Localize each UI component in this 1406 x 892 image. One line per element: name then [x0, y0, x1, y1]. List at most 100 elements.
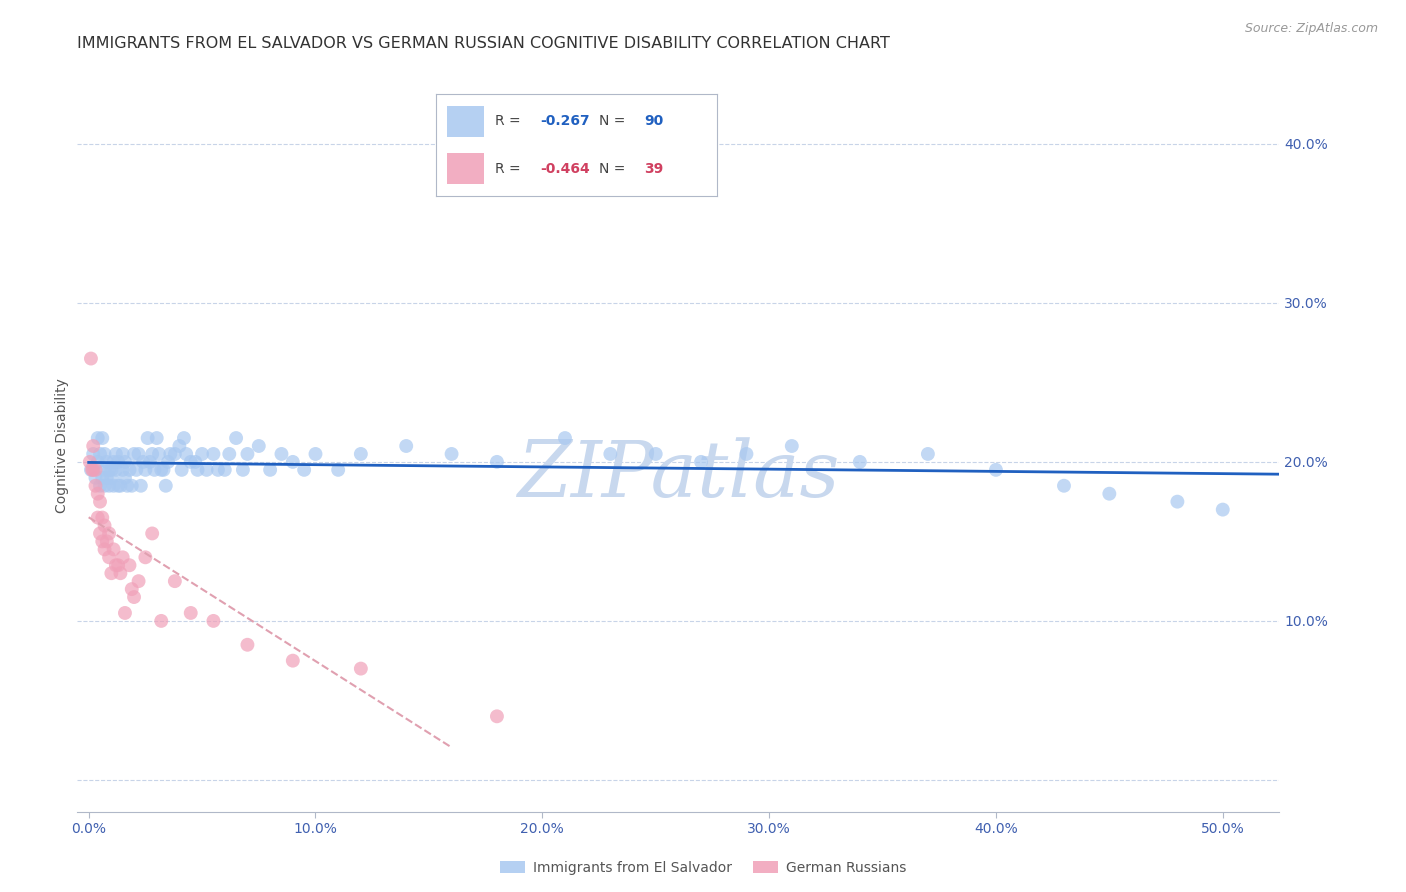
- Bar: [447, 153, 484, 184]
- Point: [98, 463, 121, 477]
- Point: [103, 479, 125, 493]
- Point: [169, 439, 191, 453]
- Point: [218, 447, 240, 461]
- Point: [80, 351, 103, 366]
- Point: [163, 574, 186, 589]
- Point: [118, 558, 141, 573]
- Point: [114, 455, 136, 469]
- Point: [1166, 494, 1188, 508]
- Point: [82, 439, 104, 453]
- Point: [107, 479, 129, 493]
- Point: [150, 463, 173, 477]
- Point: [259, 463, 281, 477]
- Point: [96, 455, 118, 469]
- Point: [115, 479, 138, 493]
- Point: [440, 447, 463, 461]
- Text: R =: R =: [495, 114, 524, 128]
- Point: [186, 463, 209, 477]
- Point: [98, 526, 121, 541]
- Point: [395, 439, 418, 453]
- Point: [118, 463, 141, 477]
- Bar: [447, 106, 484, 136]
- Point: [644, 447, 666, 461]
- Point: [132, 455, 155, 469]
- Point: [91, 534, 114, 549]
- Point: [247, 439, 270, 453]
- Text: 39: 39: [644, 161, 664, 176]
- Point: [157, 455, 180, 469]
- Point: [82, 447, 104, 461]
- Point: [174, 447, 197, 461]
- Point: [125, 463, 148, 477]
- Point: [104, 558, 127, 573]
- Point: [87, 486, 110, 500]
- Point: [292, 463, 315, 477]
- Point: [89, 494, 111, 508]
- Point: [134, 550, 156, 565]
- Point: [84, 479, 107, 493]
- Point: [91, 471, 114, 485]
- Point: [98, 550, 121, 565]
- Point: [93, 542, 115, 557]
- Point: [281, 455, 304, 469]
- Point: [111, 463, 134, 477]
- Point: [554, 431, 576, 445]
- Point: [129, 479, 152, 493]
- Point: [87, 455, 110, 469]
- Point: [202, 447, 225, 461]
- Point: [114, 471, 136, 485]
- Point: [110, 479, 132, 493]
- Text: N =: N =: [599, 114, 630, 128]
- Point: [143, 463, 166, 477]
- Text: N =: N =: [599, 161, 630, 176]
- Point: [270, 447, 292, 461]
- Point: [84, 463, 107, 477]
- Point: [89, 479, 111, 493]
- Point: [155, 479, 177, 493]
- Point: [236, 638, 259, 652]
- Point: [207, 463, 229, 477]
- Point: [103, 542, 125, 557]
- Point: [145, 431, 167, 445]
- Point: [128, 574, 150, 589]
- Point: [735, 447, 758, 461]
- Legend: Immigrants from El Salvador, German Russians: Immigrants from El Salvador, German Russ…: [494, 855, 912, 880]
- Point: [111, 550, 134, 565]
- Text: R =: R =: [495, 161, 524, 176]
- Point: [93, 463, 115, 477]
- Point: [180, 606, 202, 620]
- Point: [100, 471, 122, 485]
- Point: [128, 447, 150, 461]
- Point: [350, 662, 373, 676]
- Point: [281, 654, 304, 668]
- Point: [121, 582, 143, 596]
- Point: [148, 447, 170, 461]
- Point: [107, 455, 129, 469]
- Point: [136, 431, 159, 445]
- Point: [150, 614, 173, 628]
- Point: [180, 455, 202, 469]
- Point: [96, 534, 118, 549]
- Point: [98, 479, 121, 493]
- Point: [690, 455, 713, 469]
- Text: Source: ZipAtlas.com: Source: ZipAtlas.com: [1244, 22, 1378, 36]
- Point: [1053, 479, 1076, 493]
- Point: [91, 431, 114, 445]
- Point: [191, 447, 214, 461]
- Point: [93, 479, 115, 493]
- Point: [485, 455, 508, 469]
- Point: [100, 463, 122, 477]
- Text: -0.464: -0.464: [540, 161, 589, 176]
- Point: [87, 431, 110, 445]
- Point: [87, 510, 110, 524]
- Point: [849, 455, 872, 469]
- Point: [103, 455, 125, 469]
- Point: [91, 510, 114, 524]
- Point: [93, 447, 115, 461]
- Point: [236, 447, 259, 461]
- Point: [780, 439, 803, 453]
- Point: [152, 463, 174, 477]
- Point: [163, 447, 186, 461]
- Point: [232, 463, 254, 477]
- Point: [195, 463, 218, 477]
